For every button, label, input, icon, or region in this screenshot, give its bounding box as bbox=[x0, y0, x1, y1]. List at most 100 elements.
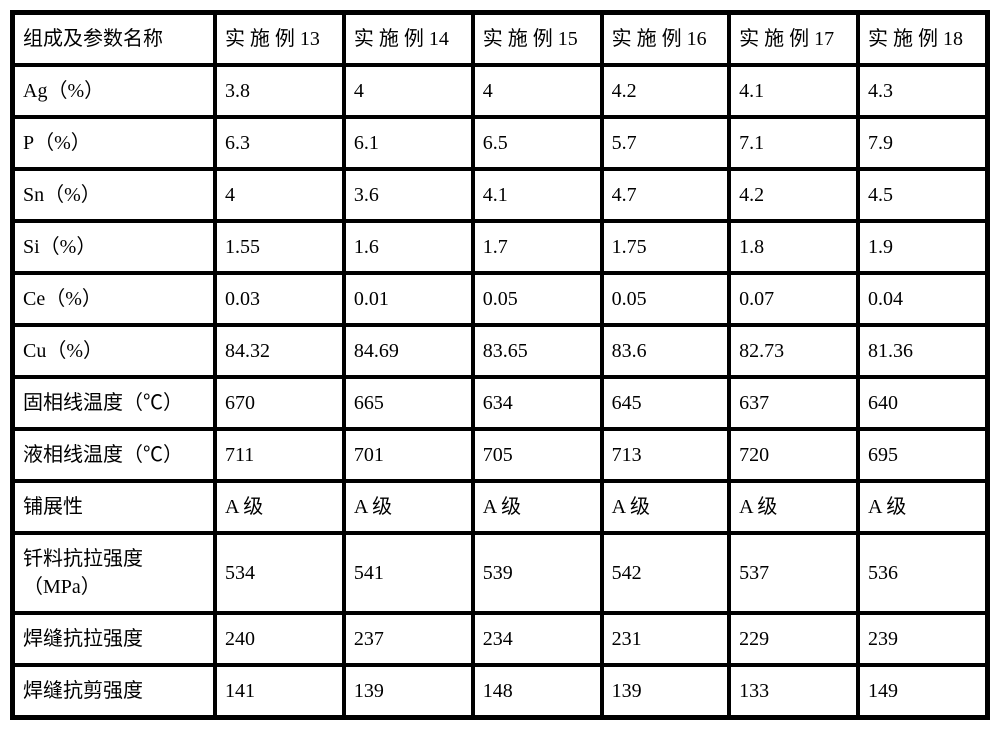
cell: 539 bbox=[474, 534, 601, 612]
cell: 1.55 bbox=[216, 222, 343, 272]
table-row: 焊缝抗拉强度 240 237 234 231 229 239 bbox=[14, 614, 986, 664]
header-cell-13: 实 施 例 13 bbox=[216, 14, 343, 64]
table-row: Sn（%） 4 3.6 4.1 4.7 4.2 4.5 bbox=[14, 170, 986, 220]
cell: 148 bbox=[474, 666, 601, 716]
table-row: Si（%） 1.55 1.6 1.7 1.75 1.8 1.9 bbox=[14, 222, 986, 272]
cell: 536 bbox=[859, 534, 986, 612]
cell: 4.2 bbox=[730, 170, 857, 220]
cell: A 级 bbox=[345, 482, 472, 532]
cell: 0.03 bbox=[216, 274, 343, 324]
cell: A 级 bbox=[859, 482, 986, 532]
cell: 670 bbox=[216, 378, 343, 428]
cell: 229 bbox=[730, 614, 857, 664]
cell: 149 bbox=[859, 666, 986, 716]
cell: A 级 bbox=[216, 482, 343, 532]
cell: 7.9 bbox=[859, 118, 986, 168]
row-label: Sn（%） bbox=[14, 170, 214, 220]
cell: 141 bbox=[216, 666, 343, 716]
composition-parameters-table: 组成及参数名称 实 施 例 13 实 施 例 14 实 施 例 15 实 施 例… bbox=[10, 10, 990, 720]
cell: 1.8 bbox=[730, 222, 857, 272]
cell: 4.5 bbox=[859, 170, 986, 220]
cell: 711 bbox=[216, 430, 343, 480]
header-cell-14: 实 施 例 14 bbox=[345, 14, 472, 64]
header-cell-17: 实 施 例 17 bbox=[730, 14, 857, 64]
cell: 139 bbox=[345, 666, 472, 716]
cell: 7.1 bbox=[730, 118, 857, 168]
cell: 1.75 bbox=[603, 222, 728, 272]
cell: 84.69 bbox=[345, 326, 472, 376]
cell: 695 bbox=[859, 430, 986, 480]
cell: 4.3 bbox=[859, 66, 986, 116]
cell: 4 bbox=[345, 66, 472, 116]
table-row: Ag（%） 3.8 4 4 4.2 4.1 4.3 bbox=[14, 66, 986, 116]
cell: 6.1 bbox=[345, 118, 472, 168]
cell: 237 bbox=[345, 614, 472, 664]
row-label: 焊缝抗剪强度 bbox=[14, 666, 214, 716]
cell: 6.5 bbox=[474, 118, 601, 168]
cell: A 级 bbox=[730, 482, 857, 532]
cell: 4 bbox=[216, 170, 343, 220]
header-cell-16: 实 施 例 16 bbox=[603, 14, 728, 64]
cell: 534 bbox=[216, 534, 343, 612]
cell: 4.7 bbox=[603, 170, 728, 220]
cell: 4.1 bbox=[474, 170, 601, 220]
cell: 139 bbox=[603, 666, 728, 716]
cell: 84.32 bbox=[216, 326, 343, 376]
cell: 0.04 bbox=[859, 274, 986, 324]
row-label: 焊缝抗拉强度 bbox=[14, 614, 214, 664]
table-body: 组成及参数名称 实 施 例 13 实 施 例 14 实 施 例 15 实 施 例… bbox=[14, 14, 986, 716]
table-header-row: 组成及参数名称 实 施 例 13 实 施 例 14 实 施 例 15 实 施 例… bbox=[14, 14, 986, 64]
cell: 0.01 bbox=[345, 274, 472, 324]
table-row: P（%） 6.3 6.1 6.5 5.7 7.1 7.9 bbox=[14, 118, 986, 168]
cell: 705 bbox=[474, 430, 601, 480]
cell: 4.1 bbox=[730, 66, 857, 116]
cell: 701 bbox=[345, 430, 472, 480]
cell: 637 bbox=[730, 378, 857, 428]
cell: 1.6 bbox=[345, 222, 472, 272]
cell: 81.36 bbox=[859, 326, 986, 376]
cell: 713 bbox=[603, 430, 728, 480]
cell: 645 bbox=[603, 378, 728, 428]
row-label: Si（%） bbox=[14, 222, 214, 272]
cell: 240 bbox=[216, 614, 343, 664]
table-row: 液相线温度（℃） 711 701 705 713 720 695 bbox=[14, 430, 986, 480]
cell: 0.05 bbox=[474, 274, 601, 324]
cell: 720 bbox=[730, 430, 857, 480]
cell: 640 bbox=[859, 378, 986, 428]
cell: 231 bbox=[603, 614, 728, 664]
cell: 133 bbox=[730, 666, 857, 716]
header-cell-18: 实 施 例 18 bbox=[859, 14, 986, 64]
table-row: 固相线温度（℃） 670 665 634 645 637 640 bbox=[14, 378, 986, 428]
cell: 83.65 bbox=[474, 326, 601, 376]
table-row: 铺展性 A 级 A 级 A 级 A 级 A 级 A 级 bbox=[14, 482, 986, 532]
cell: 3.6 bbox=[345, 170, 472, 220]
cell: 4 bbox=[474, 66, 601, 116]
row-label: 钎料抗拉强度（MPa） bbox=[14, 534, 214, 612]
cell: 6.3 bbox=[216, 118, 343, 168]
cell: 634 bbox=[474, 378, 601, 428]
row-label: Ag（%） bbox=[14, 66, 214, 116]
table-row: Ce（%） 0.03 0.01 0.05 0.05 0.07 0.04 bbox=[14, 274, 986, 324]
cell: 82.73 bbox=[730, 326, 857, 376]
row-label: Ce（%） bbox=[14, 274, 214, 324]
cell: 665 bbox=[345, 378, 472, 428]
cell: 542 bbox=[603, 534, 728, 612]
table-row: 钎料抗拉强度（MPa） 534 541 539 542 537 536 bbox=[14, 534, 986, 612]
row-label: P（%） bbox=[14, 118, 214, 168]
cell: 1.9 bbox=[859, 222, 986, 272]
cell: 1.7 bbox=[474, 222, 601, 272]
row-label: 液相线温度（℃） bbox=[14, 430, 214, 480]
row-label: 铺展性 bbox=[14, 482, 214, 532]
header-cell-name: 组成及参数名称 bbox=[14, 14, 214, 64]
cell: 3.8 bbox=[216, 66, 343, 116]
row-label: Cu（%） bbox=[14, 326, 214, 376]
cell: 0.07 bbox=[730, 274, 857, 324]
cell: 234 bbox=[474, 614, 601, 664]
cell: 541 bbox=[345, 534, 472, 612]
header-cell-15: 实 施 例 15 bbox=[474, 14, 601, 64]
row-label: 固相线温度（℃） bbox=[14, 378, 214, 428]
cell: 0.05 bbox=[603, 274, 728, 324]
cell: 4.2 bbox=[603, 66, 728, 116]
cell: 83.6 bbox=[603, 326, 728, 376]
cell: A 级 bbox=[474, 482, 601, 532]
